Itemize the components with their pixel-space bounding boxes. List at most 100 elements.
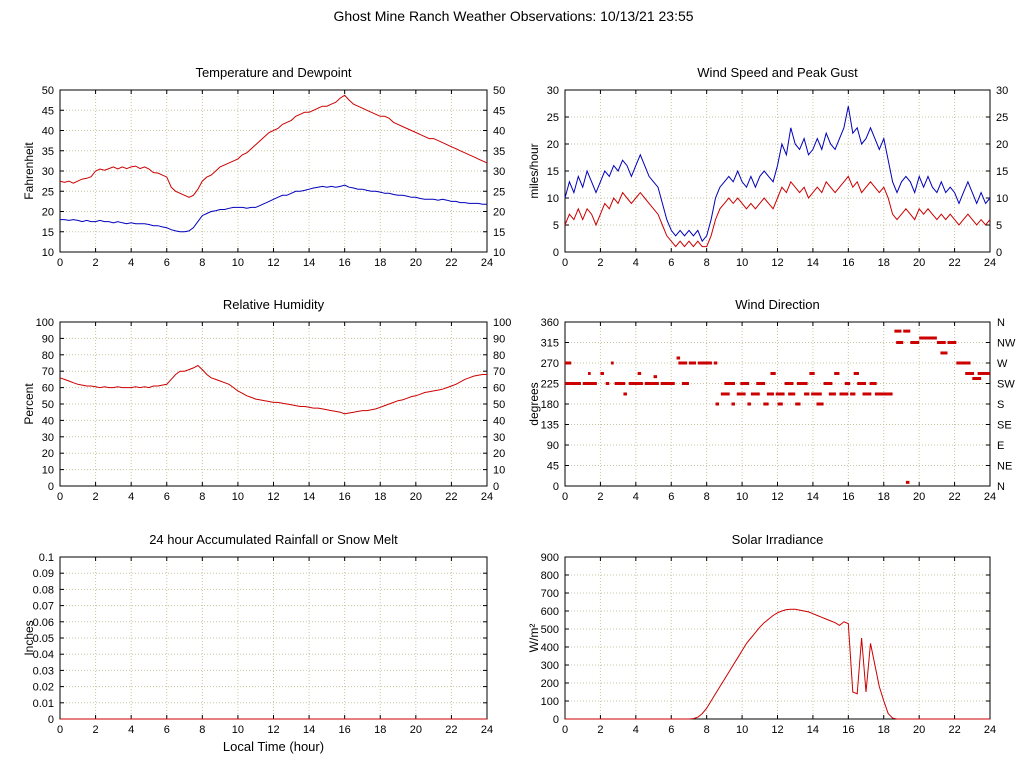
svg-text:225: 225 — [541, 379, 559, 391]
svg-text:24: 24 — [481, 491, 493, 503]
svg-text:24: 24 — [984, 491, 996, 503]
svg-text:0.04: 0.04 — [33, 649, 54, 661]
svg-text:0: 0 — [57, 257, 63, 269]
gridlines — [60, 557, 487, 719]
svg-text:900: 900 — [541, 552, 559, 564]
svg-text:25: 25 — [493, 186, 505, 198]
chart-solar-irradiance: 0 2 4 6 8 10 12 14 16 18 20 22 240100200300400500600… — [541, 552, 996, 736]
svg-text:E: E — [997, 440, 1004, 452]
svg-text:0.01: 0.01 — [33, 698, 54, 710]
svg-text:0.07: 0.07 — [33, 601, 54, 613]
svg-text:90: 90 — [547, 440, 559, 452]
svg-text:30: 30 — [493, 166, 505, 178]
series-peak-gust — [564, 106, 991, 243]
svg-text:0: 0 — [553, 247, 559, 259]
svg-text:14: 14 — [807, 724, 819, 736]
svg-text:200: 200 — [541, 678, 559, 690]
svg-text:135: 135 — [541, 420, 559, 432]
series-relative-humidity — [59, 364, 487, 415]
svg-text:0: 0 — [562, 257, 568, 269]
svg-text:45: 45 — [547, 461, 559, 473]
svg-text:315: 315 — [541, 338, 559, 350]
svg-text:SE: SE — [997, 420, 1012, 432]
svg-text:0: 0 — [48, 481, 54, 493]
svg-text:20: 20 — [42, 207, 54, 219]
svg-text:0: 0 — [48, 714, 54, 726]
svg-text:70: 70 — [42, 366, 54, 378]
svg-text:S: S — [997, 399, 1004, 411]
svg-text:270: 270 — [541, 358, 559, 370]
svg-text:N: N — [997, 481, 1005, 493]
svg-text:0: 0 — [57, 724, 63, 736]
svg-text:50: 50 — [42, 85, 54, 97]
svg-text:14: 14 — [303, 491, 315, 503]
tick-labels: 0 2 4 6 8 10 12 14 16 18 20 22 240100200300400500600… — [541, 552, 996, 736]
svg-text:20: 20 — [42, 448, 54, 460]
svg-text:180: 180 — [541, 399, 559, 411]
svg-text:90: 90 — [493, 333, 505, 345]
series-dewpoint — [60, 184, 487, 233]
tick-marks — [564, 89, 991, 253]
svg-text:400: 400 — [541, 642, 559, 654]
svg-text:24: 24 — [984, 257, 996, 269]
svg-text:24: 24 — [481, 257, 493, 269]
svg-text:45: 45 — [493, 105, 505, 117]
svg-text:22: 22 — [948, 491, 960, 503]
svg-text:15: 15 — [42, 227, 54, 239]
page-title: Ghost Mine Ranch Weather Observations: 1… — [333, 8, 694, 24]
svg-text:2: 2 — [597, 491, 603, 503]
svg-text:2: 2 — [93, 724, 99, 736]
svg-text:0.02: 0.02 — [33, 682, 54, 694]
svg-text:18: 18 — [374, 724, 386, 736]
svg-text:18: 18 — [878, 724, 890, 736]
svg-text:800: 800 — [541, 570, 559, 582]
svg-text:15: 15 — [996, 166, 1008, 178]
svg-text:10: 10 — [232, 257, 244, 269]
svg-text:20: 20 — [913, 491, 925, 503]
svg-text:14: 14 — [303, 724, 315, 736]
svg-text:300: 300 — [541, 660, 559, 672]
gridlines — [60, 90, 487, 252]
svg-text:0.06: 0.06 — [33, 617, 54, 629]
svg-text:0.1: 0.1 — [39, 552, 54, 564]
svg-text:100: 100 — [541, 696, 559, 708]
svg-text:100: 100 — [36, 317, 54, 329]
svg-text:4: 4 — [633, 257, 639, 269]
svg-text:0: 0 — [57, 491, 63, 503]
svg-text:40: 40 — [493, 126, 505, 138]
svg-text:22: 22 — [948, 257, 960, 269]
svg-text:60: 60 — [493, 383, 505, 395]
svg-text:80: 80 — [42, 350, 54, 362]
chart-rainfall: 0 2 4 6 8 10 12 14 16 18 20 22 2400.010.020.030.040.… — [33, 552, 494, 736]
chart-title-wind-speed-gust: Wind Speed and Peak Gust — [697, 65, 858, 80]
svg-text:24: 24 — [481, 724, 493, 736]
svg-text:30: 30 — [42, 432, 54, 444]
svg-text:8: 8 — [704, 491, 710, 503]
svg-text:12: 12 — [267, 724, 279, 736]
svg-text:18: 18 — [878, 491, 890, 503]
svg-text:600: 600 — [541, 606, 559, 618]
svg-text:4: 4 — [633, 491, 639, 503]
svg-text:N: N — [997, 317, 1005, 329]
svg-text:6: 6 — [668, 257, 674, 269]
svg-text:0: 0 — [562, 491, 568, 503]
svg-text:2: 2 — [93, 491, 99, 503]
svg-text:500: 500 — [541, 624, 559, 636]
svg-text:100: 100 — [493, 317, 511, 329]
svg-text:50: 50 — [42, 399, 54, 411]
svg-text:20: 20 — [913, 257, 925, 269]
svg-text:40: 40 — [42, 126, 54, 138]
svg-text:4: 4 — [128, 257, 134, 269]
svg-text:0: 0 — [562, 724, 568, 736]
svg-text:0: 0 — [996, 247, 1002, 259]
svg-text:0.05: 0.05 — [33, 633, 54, 645]
svg-text:20: 20 — [410, 491, 422, 503]
chart-title-solar-irradiance: Solar Irradiance — [731, 532, 824, 547]
svg-text:35: 35 — [493, 146, 505, 158]
svg-text:NE: NE — [997, 461, 1012, 473]
